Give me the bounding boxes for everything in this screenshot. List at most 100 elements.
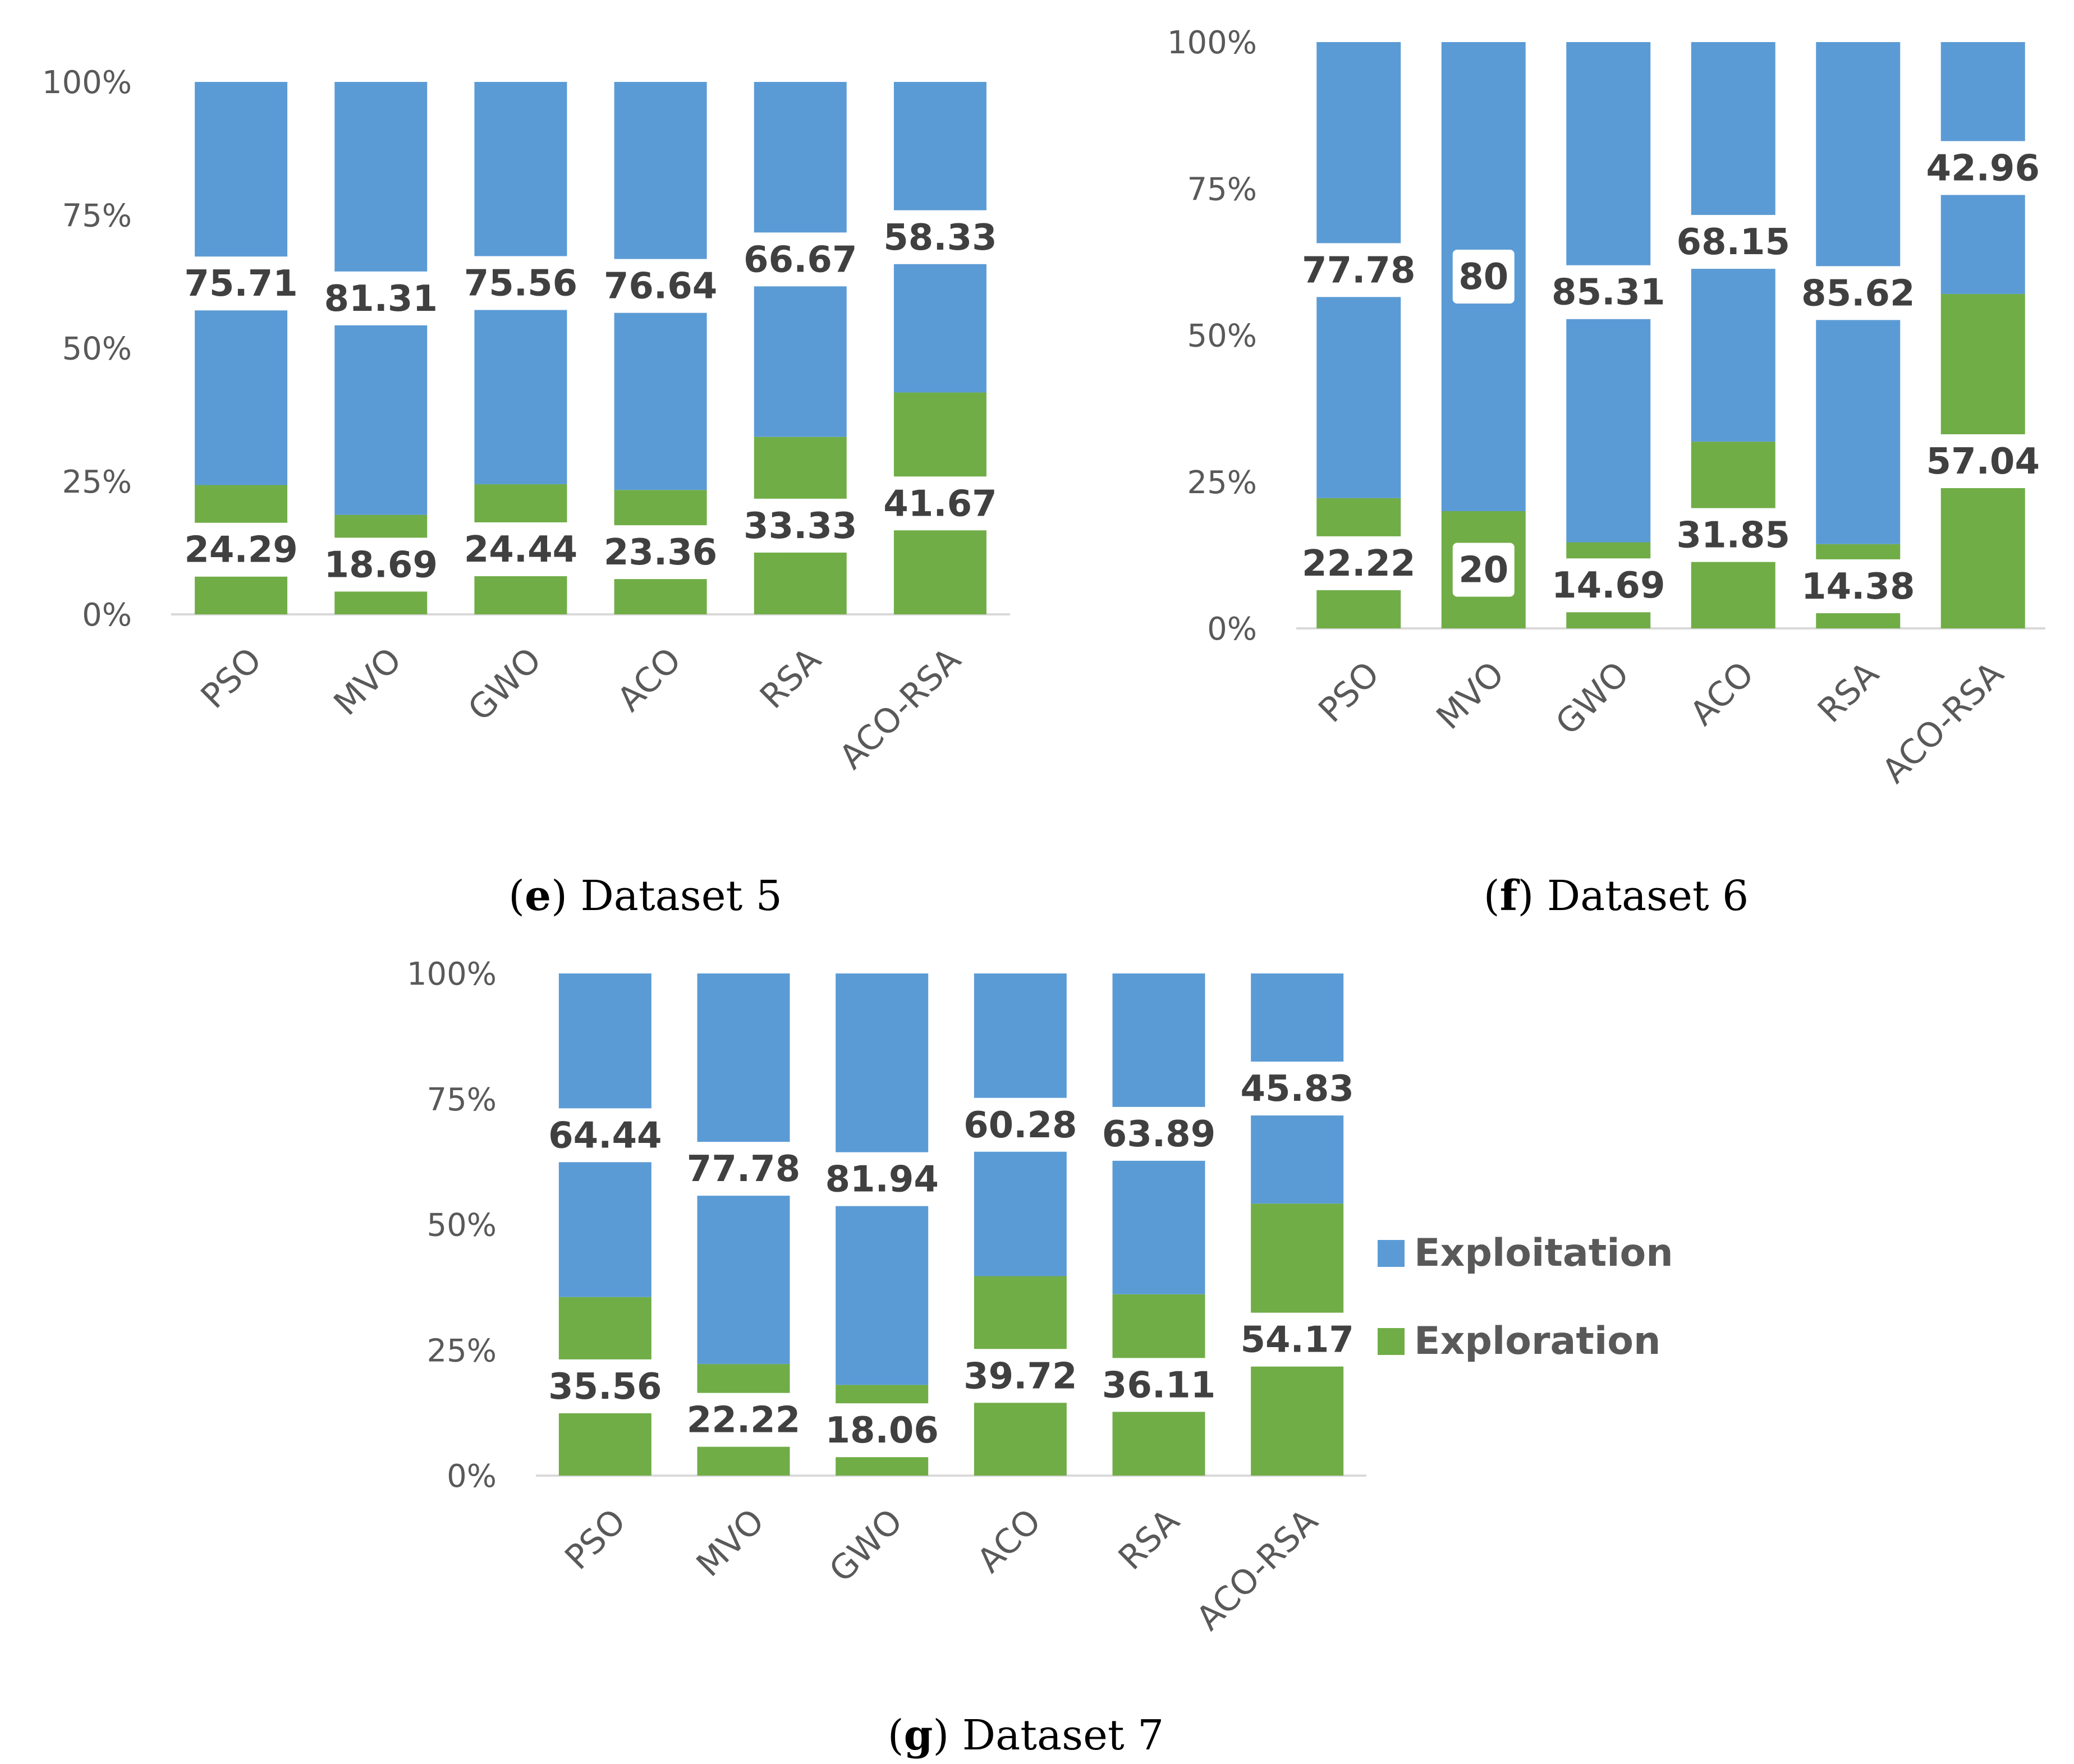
x-tick-label-aco-rsa: ACO-RSA bbox=[832, 640, 969, 777]
data-label-bg bbox=[1294, 536, 1424, 590]
data-label-bg bbox=[875, 476, 1005, 531]
data-label-bg bbox=[956, 1097, 1085, 1152]
data-label-exploitation-aco: 76.64 bbox=[604, 266, 717, 307]
caption-letter: g bbox=[904, 1711, 933, 1760]
y-tick-label: 0% bbox=[1207, 611, 1257, 647]
data-label-exploitation-gwo: 81.94 bbox=[825, 1159, 938, 1201]
data-label-exploration-gwo: 14.69 bbox=[1552, 565, 1665, 607]
y-tick-label: 100% bbox=[407, 956, 497, 993]
x-tick-label-aco-rsa: ACO-RSA bbox=[1189, 1501, 1326, 1638]
x-tick-label-gwo: GWO bbox=[822, 1501, 911, 1590]
x-tick-label-rsa: RSA bbox=[752, 640, 829, 716]
data-label-exploitation-rsa: 85.62 bbox=[1801, 273, 1915, 314]
caption-text: Dataset 7 bbox=[962, 1711, 1164, 1760]
data-label-bg bbox=[1294, 243, 1424, 297]
data-label-bg bbox=[1918, 434, 2048, 488]
svg-text:(f) Dataset 6: (f) Dataset 6 bbox=[1484, 872, 1749, 920]
data-label-bg bbox=[679, 1142, 808, 1196]
data-label-exploration-mvo: 22.22 bbox=[687, 1400, 800, 1441]
data-label-exploitation-gwo: 75.56 bbox=[464, 263, 577, 305]
data-label-exploration-aco: 39.72 bbox=[963, 1356, 1077, 1397]
data-label-exploitation-rsa: 63.89 bbox=[1102, 1114, 1215, 1155]
chart-dataset-7: 0% 25% 50% 75% 100% 35.56 64.44 PSO 22.22 77.78 MV… bbox=[407, 956, 1366, 1638]
data-label-bg bbox=[1918, 141, 2048, 195]
legend-swatch-exploitation bbox=[1378, 1240, 1405, 1267]
data-label-exploitation-aco-rsa: 58.33 bbox=[883, 217, 997, 259]
data-label-exploitation-mvo: 77.78 bbox=[687, 1149, 800, 1190]
y-tick-label: 0% bbox=[82, 597, 132, 633]
legend-swatch-exploration bbox=[1378, 1328, 1405, 1355]
x-tick-label-pso: PSO bbox=[558, 1501, 634, 1577]
legend-label-exploitation: Exploitation bbox=[1414, 1231, 1673, 1275]
caption-letter: e bbox=[525, 872, 551, 920]
data-label-bg bbox=[596, 259, 726, 313]
data-label-exploration-gwo: 18.06 bbox=[825, 1410, 938, 1451]
data-label-exploration-aco: 23.36 bbox=[604, 532, 717, 573]
data-label-exploitation-gwo: 85.31 bbox=[1552, 272, 1665, 314]
data-label-exploration-aco-rsa: 57.04 bbox=[1926, 441, 2040, 483]
caption-dataset-7: (g) Dataset 7 bbox=[888, 1711, 1164, 1760]
data-label-exploration-gwo: 24.44 bbox=[464, 529, 577, 571]
data-label-bg bbox=[1668, 215, 1798, 269]
svg-text:(e) Dataset 5: (e) Dataset 5 bbox=[508, 872, 782, 920]
data-label-exploitation-rsa: 66.67 bbox=[744, 239, 857, 281]
data-label-exploration-pso: 24.29 bbox=[184, 530, 297, 571]
data-label-exploitation-mvo: 81.31 bbox=[324, 278, 438, 320]
legend-label-exploration: Exploration bbox=[1414, 1319, 1660, 1363]
data-label-bg bbox=[679, 1393, 808, 1447]
data-label-bg bbox=[540, 1359, 670, 1413]
data-label-exploration-mvo: 18.69 bbox=[324, 544, 438, 586]
data-label-exploitation-pso: 77.78 bbox=[1302, 250, 1415, 291]
data-label-exploration-rsa: 14.38 bbox=[1801, 566, 1915, 608]
x-tick-label-aco: ACO bbox=[1683, 654, 1762, 733]
x-tick-label-mvo: MVO bbox=[1429, 654, 1512, 737]
x-tick-label-pso: PSO bbox=[1311, 654, 1387, 730]
data-label-exploration-aco-rsa: 54.17 bbox=[1240, 1320, 1353, 1361]
legend: Exploitation Exploration bbox=[1378, 1231, 1673, 1363]
data-label-bg bbox=[316, 271, 446, 325]
data-label-exploitation-mvo: 80 bbox=[1458, 256, 1508, 298]
data-label-bg bbox=[540, 1108, 670, 1163]
data-label-bg bbox=[1544, 558, 1673, 613]
data-label-bg bbox=[875, 210, 1005, 264]
caption-dataset-6: (f) Dataset 6 bbox=[1484, 872, 1749, 920]
data-label-bg bbox=[176, 522, 306, 577]
x-tick-label-aco-rsa: ACO-RSA bbox=[1875, 654, 2012, 791]
data-label-bg bbox=[1452, 543, 1515, 597]
y-tick-label: 75% bbox=[427, 1082, 497, 1118]
y-tick-label: 50% bbox=[427, 1207, 497, 1244]
data-label-bg bbox=[736, 232, 865, 287]
caption-dataset-5: (e) Dataset 5 bbox=[508, 872, 782, 920]
data-label-exploration-pso: 35.56 bbox=[548, 1366, 662, 1408]
data-label-bg bbox=[1232, 1062, 1362, 1116]
data-label-bg bbox=[1668, 508, 1798, 562]
x-tick-label-aco: ACO bbox=[610, 640, 689, 719]
svg-text:(g) Dataset 7: (g) Dataset 7 bbox=[888, 1711, 1164, 1760]
data-label-bg bbox=[456, 522, 585, 577]
y-tick-label: 25% bbox=[62, 464, 132, 500]
y-tick-label: 25% bbox=[427, 1333, 497, 1369]
y-tick-label: 50% bbox=[62, 331, 132, 368]
data-label-exploitation-aco: 60.28 bbox=[963, 1105, 1077, 1146]
data-label-exploitation-aco-rsa: 45.83 bbox=[1240, 1068, 1353, 1110]
data-label-bg bbox=[817, 1152, 947, 1206]
caption-letter: f bbox=[1500, 872, 1520, 920]
data-label-exploitation-aco: 68.15 bbox=[1677, 222, 1790, 263]
data-label-bg bbox=[1094, 1106, 1223, 1161]
x-tick-label-aco: ACO bbox=[970, 1501, 1049, 1581]
data-label-exploration-rsa: 36.11 bbox=[1102, 1365, 1215, 1406]
x-tick-label-pso: PSO bbox=[194, 640, 269, 716]
y-tick-label: 100% bbox=[1167, 25, 1257, 61]
x-tick-label-mvo: MVO bbox=[689, 1501, 772, 1584]
data-label-bg bbox=[1094, 1358, 1223, 1412]
data-label-bg bbox=[1232, 1312, 1362, 1367]
x-tick-label-rsa: RSA bbox=[1111, 1501, 1187, 1578]
data-label-bg bbox=[596, 525, 726, 580]
y-tick-label: 100% bbox=[42, 65, 132, 101]
data-label-bg bbox=[956, 1349, 1085, 1403]
data-label-exploitation-pso: 75.71 bbox=[184, 263, 297, 305]
data-label-exploitation-aco-rsa: 42.96 bbox=[1926, 148, 2040, 189]
data-label-bg bbox=[456, 256, 585, 310]
data-label-exploration-aco: 31.85 bbox=[1677, 515, 1790, 557]
